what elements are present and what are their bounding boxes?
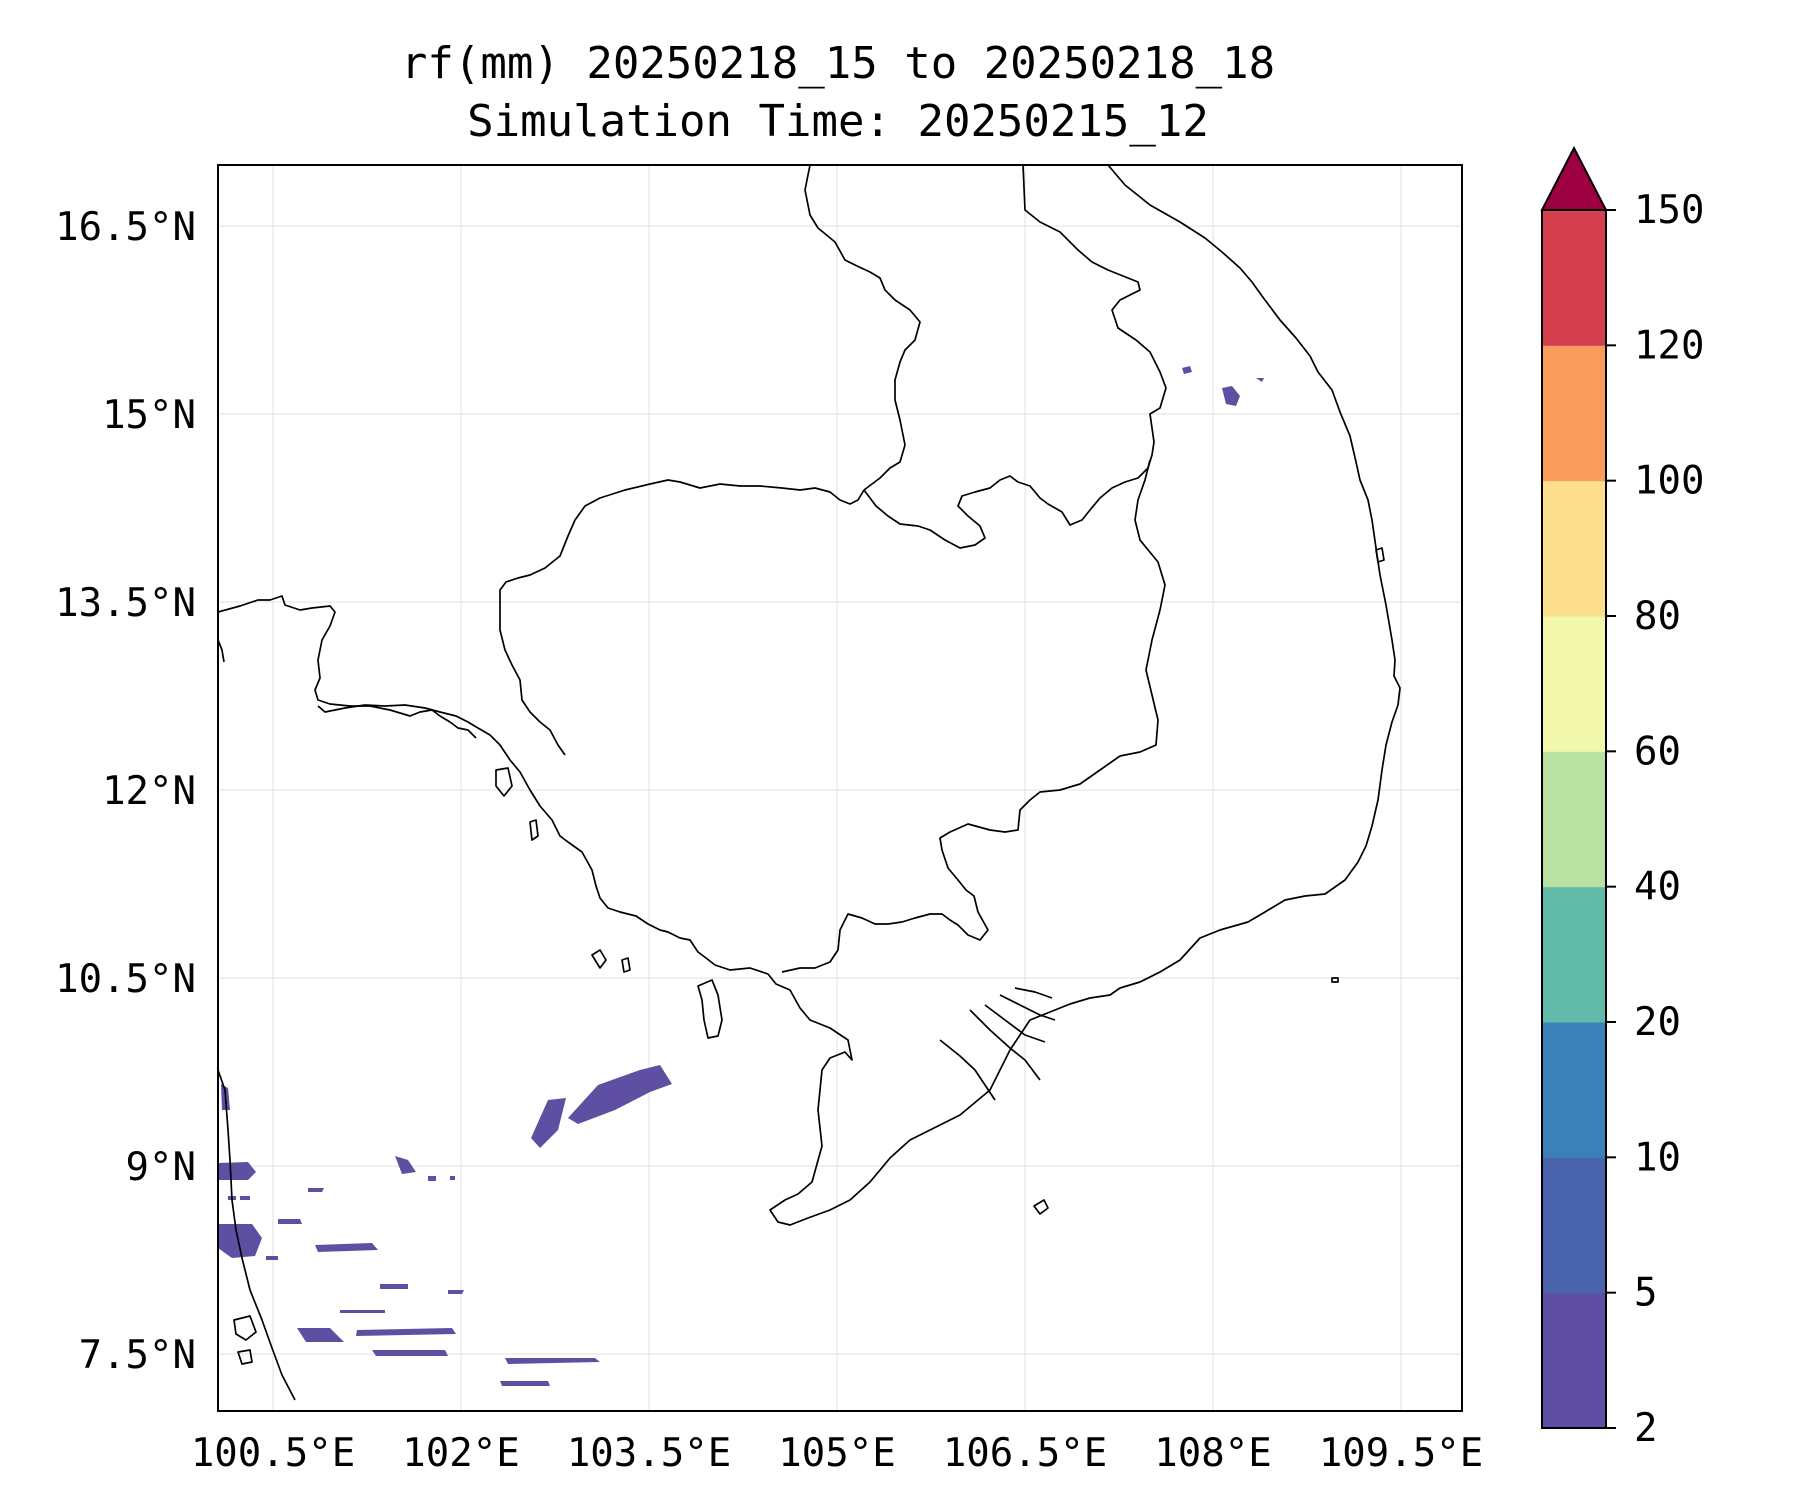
x-tick-label: 100.5°E xyxy=(191,1431,355,1476)
rain-patch xyxy=(500,1381,550,1386)
colorbar-tick-label: 80 xyxy=(1634,594,1681,639)
rain-patch xyxy=(1222,386,1240,406)
laos-vietnam-border xyxy=(863,165,1167,549)
mekong-delta-channel xyxy=(984,1004,1046,1043)
x-tick-label: 108°E xyxy=(1154,1431,1271,1476)
colorbar-segments xyxy=(1542,210,1606,1429)
mekong-delta-channel xyxy=(999,994,1056,1021)
colorbar-tick-label: 100 xyxy=(1634,459,1704,504)
y-tick-label: 7.5°N xyxy=(79,1333,196,1378)
mekong-delta-channel xyxy=(969,1009,1041,1081)
rain-patch xyxy=(395,1156,416,1174)
rain-patch xyxy=(568,1065,672,1124)
rain-patch xyxy=(340,1310,385,1313)
island-koh-kong xyxy=(591,949,607,969)
title-line-2: Simulation Time: 20250215_12 xyxy=(467,96,1209,147)
island-koh-chang xyxy=(495,767,513,797)
gulf-coastline xyxy=(317,704,769,975)
colorbar-segment xyxy=(1542,751,1606,888)
colorbar-frame xyxy=(1541,209,1607,1429)
myanmar-west-coast xyxy=(218,639,225,663)
rain-patch xyxy=(1256,378,1264,382)
colorbar-ticks: 2 5 10 20 40 60 80 100 120 150 xyxy=(1606,188,1704,1451)
rain-patch xyxy=(450,1176,455,1180)
colorbar-segment xyxy=(1542,886,1606,1023)
colorbar-tick-label: 20 xyxy=(1634,1000,1681,1045)
laos-cambodia-border xyxy=(804,165,921,491)
y-tick-label: 9°N xyxy=(126,1145,196,1190)
rain-patch xyxy=(266,1256,278,1260)
colorbar-tick-label: 150 xyxy=(1634,188,1704,233)
map-frame xyxy=(217,164,1463,1412)
colorbar-segment xyxy=(1542,480,1606,617)
y-tick-label: 12°N xyxy=(102,769,196,814)
colorbar: 2 5 10 20 40 60 80 100 120 150 xyxy=(1540,145,1704,1451)
colorbar-tick-label: 10 xyxy=(1634,1135,1681,1180)
thailand-myanmar-border xyxy=(218,595,477,739)
colorbar-tick-label: 60 xyxy=(1634,729,1681,774)
island-con-dao xyxy=(1033,1199,1049,1215)
colorbar-tick-label: 120 xyxy=(1634,323,1704,368)
y-axis-tick-labels: 16.5°N 15°N 13.5°N 12°N 10.5°N 9°N 7.5°N xyxy=(55,205,196,1378)
rain-patch xyxy=(278,1219,302,1224)
mekong-delta-channel xyxy=(939,1039,996,1101)
island-ly-son xyxy=(1375,547,1385,563)
colorbar-tick-label: 2 xyxy=(1634,1406,1657,1451)
rain-patch xyxy=(240,1196,250,1200)
colorbar-extend-triangle xyxy=(1540,145,1608,211)
title-line-1: rf(mm) 20250218_15 to 20250218_18 xyxy=(401,38,1275,89)
island-samui xyxy=(233,1315,257,1341)
island-koh-kood xyxy=(529,819,539,841)
rain-patch xyxy=(505,1358,600,1364)
rain-patch xyxy=(356,1328,456,1336)
rain-patch xyxy=(297,1328,344,1342)
map-panel: 100.5°E 102°E 103.5°E 105°E 106.5°E 108°… xyxy=(55,164,1483,1476)
thailand-coastline xyxy=(218,1069,296,1401)
cambodia-vietnam-border xyxy=(781,459,1166,973)
x-tick-label: 106.5°E xyxy=(943,1431,1107,1476)
rain-patch xyxy=(218,1162,256,1180)
y-tick-label: 13.5°N xyxy=(55,581,196,626)
island-phu-quy xyxy=(1331,977,1339,983)
rain-patch xyxy=(428,1176,436,1181)
colorbar-tick-label: 40 xyxy=(1634,865,1681,910)
y-tick-label: 15°N xyxy=(102,393,196,438)
map-gridlines xyxy=(218,165,1462,1411)
x-tick-label: 102°E xyxy=(402,1431,519,1476)
colorbar-segment xyxy=(1542,1292,1606,1429)
colorbar-segment xyxy=(1542,1022,1606,1158)
x-tick-label: 109.5°E xyxy=(1319,1431,1483,1476)
x-tick-label: 105°E xyxy=(778,1431,895,1476)
rain-patch xyxy=(218,1224,262,1258)
rain-patch xyxy=(380,1284,408,1289)
colorbar-tick-label: 5 xyxy=(1634,1271,1657,1316)
colorbar-segment xyxy=(1542,1157,1606,1294)
colorbar-segment xyxy=(1542,345,1606,482)
y-tick-label: 16.5°N xyxy=(55,205,196,250)
island-phangan xyxy=(237,1349,253,1365)
rain-patch xyxy=(372,1350,448,1356)
colorbar-segment xyxy=(1542,210,1606,346)
rain-patch xyxy=(1182,366,1192,374)
rain-patch xyxy=(315,1243,378,1252)
y-tick-label: 10.5°N xyxy=(55,957,196,1002)
rain-patch xyxy=(448,1290,464,1294)
rain-patch xyxy=(531,1098,566,1148)
island-rong xyxy=(621,957,631,973)
cambodia-laos-thai-border xyxy=(499,479,865,756)
x-tick-label: 103.5°E xyxy=(567,1431,731,1476)
colorbar-segment xyxy=(1542,616,1606,752)
island-phu-quoc xyxy=(697,979,723,1039)
coastlines-and-borders xyxy=(218,165,1401,1401)
rain-patch xyxy=(308,1188,324,1192)
rainfall-patches xyxy=(218,366,1264,1386)
map-background xyxy=(218,165,1462,1411)
x-axis-tick-labels: 100.5°E 102°E 103.5°E 105°E 106.5°E 108°… xyxy=(191,1431,1483,1476)
mekong-delta-channel xyxy=(1014,987,1053,999)
vietnam-coastline xyxy=(767,165,1401,1226)
